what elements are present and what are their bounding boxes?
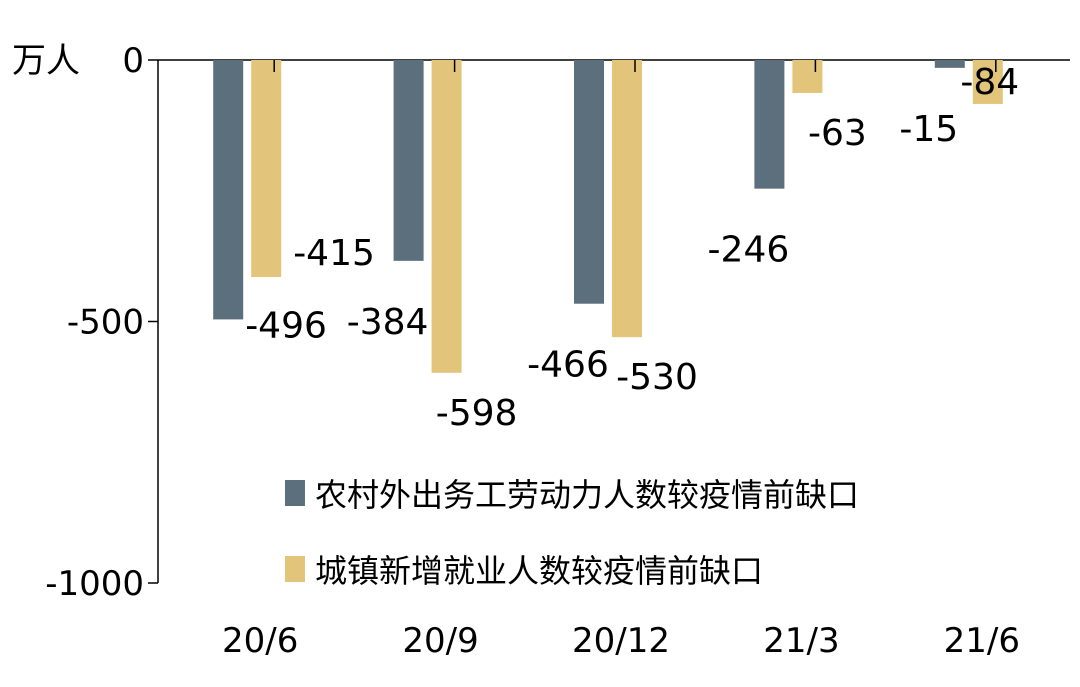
legend-swatch: [285, 556, 305, 582]
data-label-series-2: -84: [960, 62, 1019, 103]
plot-area: 万人 0 -500 -1000 -496 -415 -384 -598-466 -530 -2…: [12, 41, 1070, 661]
data-label-series-2: -415: [293, 233, 375, 274]
bar-series-2: [251, 60, 282, 278]
legend-swatch: [285, 480, 305, 506]
legend-label: 城镇新增就业人数较疫情前缺口: [315, 552, 763, 590]
y-tick-label: 0: [122, 41, 144, 81]
data-label-series-2: -598: [436, 393, 518, 434]
y-axis-unit-label: 万人: [12, 41, 80, 81]
bar-series-1: [213, 60, 244, 320]
bar-series-2: [972, 60, 1003, 104]
x-tick-label: 21/6: [944, 621, 1020, 661]
bar-series-1: [754, 60, 785, 189]
bar-series-2: [792, 60, 823, 93]
data-label-series-2: -530: [616, 357, 698, 398]
legend-label: 农村外出务工劳动力人数较疫情前缺口: [315, 476, 859, 514]
y-tick-label: -500: [67, 303, 144, 343]
x-tick-label: 20/9: [402, 621, 478, 661]
y-ticks: 0 -500 -1000: [45, 41, 158, 604]
data-label-series-2: -63: [808, 113, 867, 154]
data-labels: -496 -415 -384 -598-466 -530 -246 -63 -15-84: [245, 62, 1019, 434]
x-tick-label: 21/3: [763, 621, 839, 661]
x-tick-label: 20/12: [572, 621, 670, 661]
bar-series-1: [393, 60, 424, 261]
bar-series-2: [612, 60, 642, 338]
x-ticks: 20/6 20/9 20/12 21/3 21/6: [222, 60, 1020, 661]
bar-series-1: [574, 60, 604, 304]
bar-series-2: [431, 60, 462, 373]
data-label-series-1: -466: [527, 345, 609, 386]
x-tick-label: 20/6: [222, 621, 298, 661]
data-label-series-1: -496: [245, 305, 327, 346]
data-label-series-1: -246: [708, 230, 790, 271]
bars: [213, 60, 1003, 373]
data-label-series-1: -384: [347, 302, 429, 343]
y-tick-label: -1000: [45, 564, 144, 604]
bar-series-1: [934, 60, 965, 68]
data-label-series-1: -15: [899, 109, 958, 150]
